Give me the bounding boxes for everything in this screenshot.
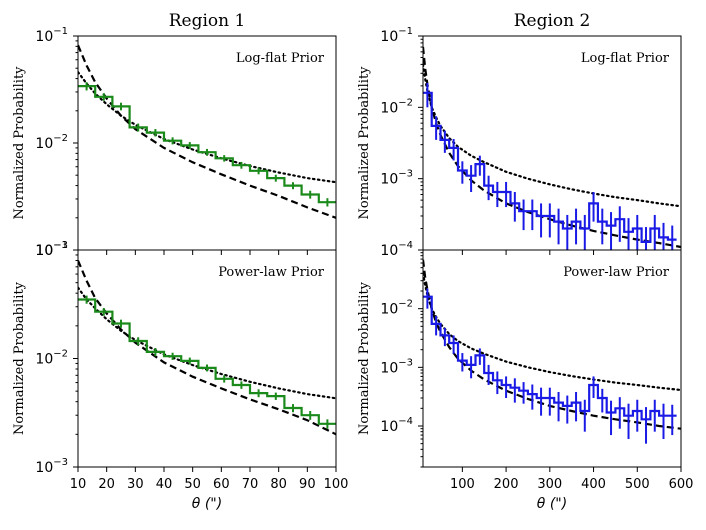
x-tick-label: 500 — [625, 477, 650, 492]
plot-area — [423, 46, 681, 250]
x-tick-label: 400 — [581, 477, 606, 492]
y-tick-label: 10−3 — [380, 357, 413, 376]
panel-r1-top: 10−3 10−2 10−1 Normalized Probability Log-fl… — [12, 11, 337, 259]
prior-annotation: Power-law Prior — [218, 265, 325, 280]
axes-frame — [422, 35, 682, 251]
dashed-model-line — [423, 259, 681, 430]
dotted-model-line — [78, 71, 336, 184]
axes-frame — [77, 35, 337, 251]
y-axis-label: Normalized Probability — [357, 281, 372, 435]
x-tick-label: 80 — [270, 477, 287, 492]
x-tick-label: 70 — [242, 477, 259, 492]
y-tick-label: 10−3 — [35, 457, 68, 476]
x-tick-label: 100 — [324, 477, 349, 492]
plot-area — [423, 259, 681, 444]
y-tick-label: 10−4 — [380, 240, 413, 259]
y-tick-label: 10−2 — [380, 299, 413, 318]
column-title: Region 2 — [514, 11, 591, 31]
x-tick-label: 30 — [127, 477, 144, 492]
y-tick-label: 10−4 — [380, 416, 413, 435]
prior-annotation: Log-flat Prior — [581, 51, 670, 66]
x-tick-label: 600 — [669, 477, 694, 492]
plot-area — [78, 44, 336, 219]
y-tick-label: 10−3 — [35, 240, 68, 259]
histogram-step-line — [423, 91, 677, 243]
x-tick-label: 300 — [537, 477, 562, 492]
x-tick-label: 200 — [494, 477, 519, 492]
y-tick-label: 10−1 — [380, 26, 413, 45]
histogram-step-line — [78, 298, 336, 425]
x-tick-label: 20 — [98, 477, 115, 492]
y-tick-label: 10−2 — [35, 133, 68, 152]
prior-annotation: Power-law Prior — [563, 265, 670, 280]
y-axis-label: Normalized Probability — [12, 281, 27, 435]
plot-area — [78, 260, 336, 436]
y-axis-label: Normalized Probability — [12, 66, 27, 220]
panel-r1-bottom: 10−3 10−2 10−1 10 20 30 40 50 60 70 80 90 100 θ (") No… — [12, 240, 348, 512]
x-tick-label: 90 — [299, 477, 316, 492]
panel-r2-top: 10−4 10−3 10−2 10−1 Normalized Probability Lo… — [357, 11, 682, 259]
y-tick-label: 10−1 — [35, 240, 68, 259]
panel-r2-bottom: 10−4 10−3 10−2 100 200 300 400 500 600 θ (") Norma… — [357, 249, 694, 512]
y-tick-label: 10−1 — [35, 26, 68, 45]
x-tick-label: 40 — [156, 477, 173, 492]
x-axis-label: θ (") — [192, 496, 222, 512]
dotted-model-line — [423, 272, 681, 392]
prior-annotation: Log-flat Prior — [236, 51, 325, 66]
dashed-model-line — [78, 260, 336, 436]
y-axis-label: Normalized Probability — [357, 66, 372, 220]
dotted-model-line — [78, 286, 336, 400]
axes-frame — [77, 249, 337, 468]
dashed-model-line — [78, 44, 336, 219]
axes-frame — [422, 249, 682, 468]
column-title: Region 1 — [169, 11, 246, 31]
y-tick-label: 10−3 — [380, 169, 413, 188]
dotted-model-line — [423, 63, 681, 208]
x-tick-label: 10 — [70, 477, 87, 492]
y-tick-label: 10−2 — [35, 349, 68, 368]
x-tick-label: 100 — [450, 477, 475, 492]
x-axis-label: θ (") — [537, 496, 567, 512]
y-tick-label: 10−2 — [380, 97, 413, 116]
histogram-step-line — [78, 85, 336, 204]
x-tick-label: 60 — [213, 477, 230, 492]
x-tick-label: 50 — [184, 477, 201, 492]
